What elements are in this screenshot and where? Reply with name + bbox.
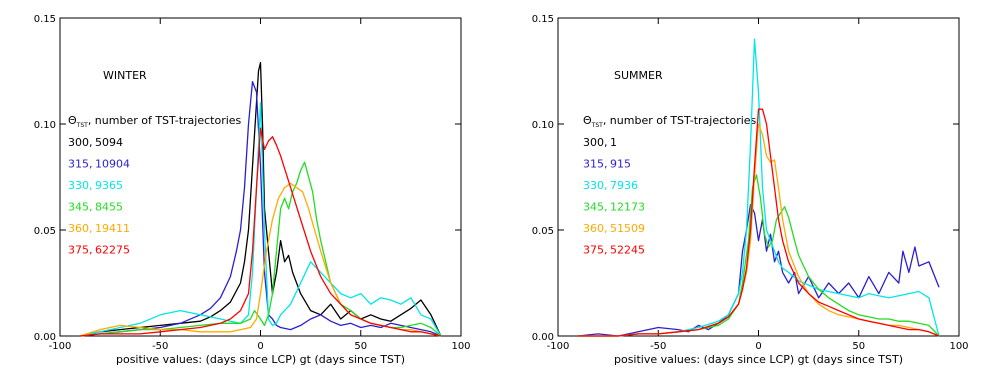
legend-theta-subscript: TST	[76, 122, 88, 129]
x-tick-label: -50	[650, 341, 666, 352]
legend: ΘTST, number of TST-trajectories	[583, 114, 757, 129]
legend-theta-symbol: Θ	[68, 114, 77, 127]
x-axis-label: positive values: (days since LCP) gt (da…	[614, 353, 903, 366]
legend-theta-300: 300,	[583, 136, 608, 149]
legend-count-300: 1	[610, 136, 617, 149]
x-tick-label: 0	[257, 341, 263, 352]
y-tick-label: 0.15	[532, 14, 554, 25]
x-tick-label: 50	[852, 341, 865, 352]
legend-count-315: 10904	[95, 158, 130, 171]
y-tick-label: 0.05	[532, 226, 554, 237]
legend-theta-375: 375,	[68, 244, 93, 257]
legend-theta-330: 330,	[583, 179, 608, 192]
legend-count-330: 7936	[610, 179, 638, 192]
x-tick-label: 50	[354, 341, 367, 352]
x-tick-label: 0	[755, 341, 761, 352]
legend-theta-360: 360,	[68, 222, 93, 235]
chart-title: SUMMER	[614, 69, 663, 82]
y-tick-label: 0.10	[532, 120, 554, 131]
x-tick-label: 100	[451, 341, 470, 352]
legend: ΘTST, number of TST-trajectories	[68, 114, 242, 129]
legend-theta-315: 315,	[583, 158, 608, 171]
y-tick-label: 0.00	[532, 332, 554, 343]
legend-header: ΘTST, number of TST-trajectories	[68, 114, 242, 129]
series-line-330	[79, 102, 442, 337]
legend-count-345: 8455	[95, 201, 123, 214]
series-line-375	[79, 127, 442, 337]
y-tick-label: 0.10	[34, 120, 56, 131]
legend-header: ΘTST, number of TST-trajectories	[583, 114, 757, 129]
x-tick-label: -100	[547, 341, 570, 352]
legend-theta-300: 300,	[68, 136, 93, 149]
legend-theta-330: 330,	[68, 179, 93, 192]
legend-count-330: 9365	[95, 179, 123, 192]
x-tick-label: -100	[49, 341, 72, 352]
legend-count-345: 12173	[610, 201, 645, 214]
legend-count-360: 51509	[610, 222, 645, 235]
series-line-300	[79, 61, 442, 337]
legend-theta-345: 345,	[68, 201, 93, 214]
legend-header-text: , number of TST-trajectories	[603, 114, 757, 127]
series-line-345	[79, 161, 442, 337]
legend-count-375: 52245	[610, 244, 645, 257]
x-axis-label: positive values: (days since LCP) gt (da…	[116, 353, 405, 366]
x-tick-label: -50	[152, 341, 168, 352]
series-line-315	[79, 80, 442, 337]
summer-chart: SUMMER positive values: (days since LCP)…	[532, 14, 969, 366]
y-tick-label: 0.05	[34, 226, 56, 237]
legend-theta-360: 360,	[583, 222, 608, 235]
legend-count-360: 19411	[95, 222, 130, 235]
series-line-330	[578, 38, 940, 337]
legend-theta-345: 345,	[583, 201, 608, 214]
legend-theta-subscript: TST	[591, 122, 603, 129]
y-tick-label: 0.00	[34, 332, 56, 343]
legend-count-315: 915	[610, 158, 631, 171]
series-line-360	[79, 182, 442, 337]
legend-theta-315: 315,	[68, 158, 93, 171]
legend-theta-symbol: Θ	[583, 114, 592, 127]
plot-frame	[557, 17, 960, 337]
legend-count-375: 62275	[95, 244, 130, 257]
legend-header-text: , number of TST-trajectories	[88, 114, 242, 127]
legend-theta-375: 375,	[583, 244, 608, 257]
winter-chart: WINTER positive values: (days since LCP)…	[34, 14, 471, 366]
y-tick-label: 0.15	[34, 14, 56, 25]
legend-count-300: 5094	[95, 136, 123, 149]
x-tick-label: 100	[949, 341, 968, 352]
chart-title: WINTER	[103, 69, 147, 82]
series-line-375	[578, 108, 940, 337]
